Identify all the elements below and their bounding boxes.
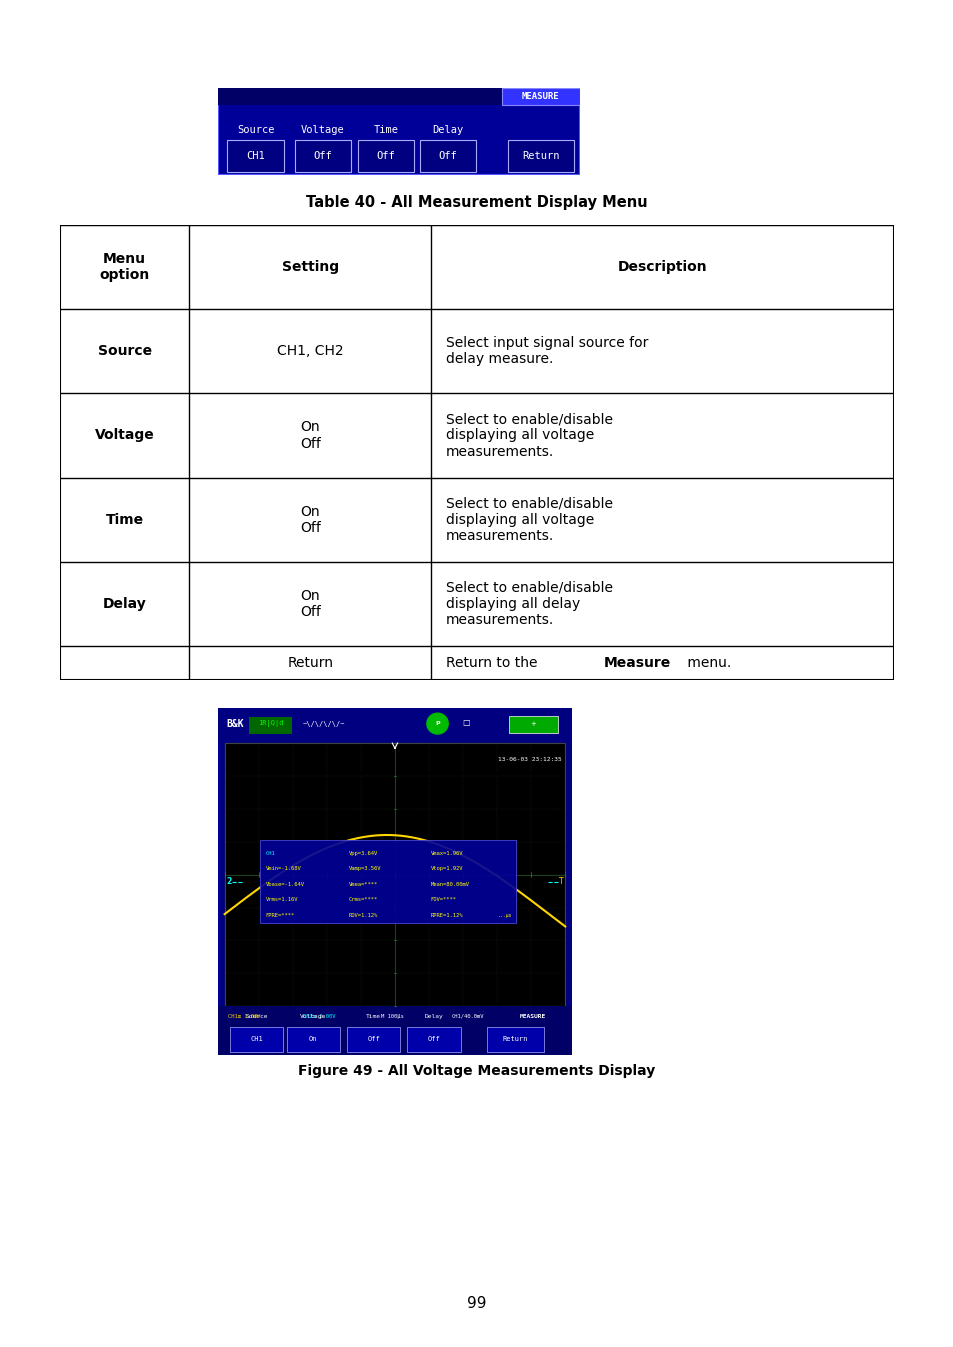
Text: menu.: menu. (681, 656, 730, 669)
Text: 2: 2 (226, 877, 232, 886)
Text: ☐: ☐ (461, 719, 469, 729)
Text: Delay: Delay (432, 125, 463, 135)
Bar (347, 1028, 400, 1052)
Text: Table 40 - All Measurement Display Menu: Table 40 - All Measurement Display Menu (306, 194, 647, 210)
Text: Off: Off (367, 1036, 379, 1043)
Text: CH1≡ 1.00V: CH1≡ 1.00V (228, 1014, 260, 1018)
Text: Source: Source (236, 125, 274, 135)
Text: Setting: Setting (281, 260, 338, 273)
Text: Vbase=-1.64V: Vbase=-1.64V (265, 882, 304, 886)
Bar (294, 140, 351, 172)
Text: ~\/\/\/\/~: ~\/\/\/\/~ (302, 721, 345, 726)
Text: Delay: Delay (103, 597, 147, 610)
Bar (287, 1028, 339, 1052)
Text: CH1: CH1 (246, 151, 265, 162)
Text: Off: Off (376, 151, 395, 162)
Text: Off: Off (313, 151, 332, 162)
Bar (217, 1006, 572, 1055)
Text: Voltage: Voltage (94, 428, 154, 442)
Text: 1R|Q|d: 1R|Q|d (257, 721, 283, 727)
Text: CH1: CH1 (250, 1036, 263, 1043)
Text: Return: Return (521, 151, 559, 162)
Text: On: On (309, 1036, 317, 1043)
Text: FPRE=****: FPRE=**** (265, 913, 294, 919)
Text: Source: Source (97, 345, 152, 358)
Text: Source: Source (245, 1014, 268, 1020)
Bar (230, 1028, 283, 1052)
Text: Vmin=-1.68V: Vmin=-1.68V (265, 866, 301, 872)
Text: Vamp=3.56V: Vamp=3.56V (349, 866, 381, 872)
Bar (407, 1028, 460, 1052)
Text: MEASURE: MEASURE (519, 1014, 546, 1018)
Text: Time: Time (374, 125, 398, 135)
Text: Vtop=1.92V: Vtop=1.92V (430, 866, 462, 872)
Text: 99: 99 (467, 1296, 486, 1311)
Bar (260, 841, 515, 923)
Text: On
Off: On Off (299, 420, 320, 450)
Text: Vrms=1.16V: Vrms=1.16V (265, 897, 297, 902)
Text: FOV=****: FOV=**** (430, 897, 456, 902)
Bar (501, 88, 579, 105)
Text: Crms=****: Crms=**** (349, 897, 377, 902)
Text: Measure: Measure (603, 656, 670, 669)
Text: Return to the: Return to the (446, 656, 541, 669)
Bar (249, 717, 292, 734)
Text: On
Off: On Off (299, 589, 320, 618)
Text: Delay: Delay (424, 1014, 443, 1020)
Text: P: P (435, 721, 439, 726)
Text: Vmax=1.96V: Vmax=1.96V (430, 850, 462, 855)
Text: Select input signal source for
delay measure.: Select input signal source for delay mea… (446, 337, 648, 366)
Text: M 100μs: M 100μs (380, 1014, 403, 1018)
Text: Return: Return (502, 1036, 528, 1043)
Text: ROV=1.12%: ROV=1.12% (349, 913, 377, 919)
Text: MEASURE: MEASURE (521, 92, 559, 101)
Text: +: + (530, 721, 536, 726)
Text: B&K: B&K (226, 718, 244, 729)
Text: CH1, CH2: CH1, CH2 (276, 345, 343, 358)
Bar (227, 140, 283, 172)
Text: Return: Return (287, 656, 333, 669)
Bar (217, 709, 572, 740)
Bar (419, 140, 476, 172)
Text: RPRE=1.12%: RPRE=1.12% (430, 913, 462, 919)
Text: Vmea=****: Vmea=**** (349, 882, 377, 886)
Text: Time: Time (366, 1014, 381, 1020)
Text: Vpp=3.64V: Vpp=3.64V (349, 850, 377, 855)
Text: Select to enable/disable
displaying all voltage
measurements.: Select to enable/disable displaying all … (446, 412, 613, 458)
Text: ...µs: ...µs (497, 913, 512, 917)
Text: Voltage: Voltage (300, 1014, 326, 1020)
FancyBboxPatch shape (508, 715, 558, 733)
Bar (487, 1028, 543, 1052)
Text: Off: Off (437, 151, 456, 162)
Text: Time: Time (106, 513, 144, 527)
Bar (501, 1006, 565, 1025)
Text: Description: Description (617, 260, 706, 273)
Text: CH1: CH1 (265, 850, 274, 855)
Bar (224, 742, 565, 1006)
Text: CH1/40.0mV: CH1/40.0mV (452, 1014, 484, 1018)
Bar (508, 140, 573, 172)
Bar (224, 1006, 565, 1025)
Text: Off: Off (427, 1036, 440, 1043)
Text: On
Off: On Off (299, 505, 320, 535)
Text: 13-06-03 23:12:35: 13-06-03 23:12:35 (497, 757, 561, 761)
Bar (217, 88, 579, 105)
Text: Figure 49 - All Voltage Measurements Display: Figure 49 - All Voltage Measurements Dis… (298, 1064, 655, 1078)
Text: Voltage: Voltage (300, 125, 344, 135)
Bar (357, 140, 414, 172)
Text: CH2≡ 2.00V: CH2≡ 2.00V (302, 1014, 335, 1018)
Text: T: T (558, 877, 563, 886)
Text: Select to enable/disable
displaying all delay
measurements.: Select to enable/disable displaying all … (446, 581, 613, 626)
Text: Mean=80.00mV: Mean=80.00mV (430, 882, 469, 886)
Circle shape (426, 713, 448, 734)
Text: Select to enable/disable
displaying all voltage
measurements.: Select to enable/disable displaying all … (446, 497, 613, 543)
Text: Menu
option: Menu option (99, 252, 150, 282)
